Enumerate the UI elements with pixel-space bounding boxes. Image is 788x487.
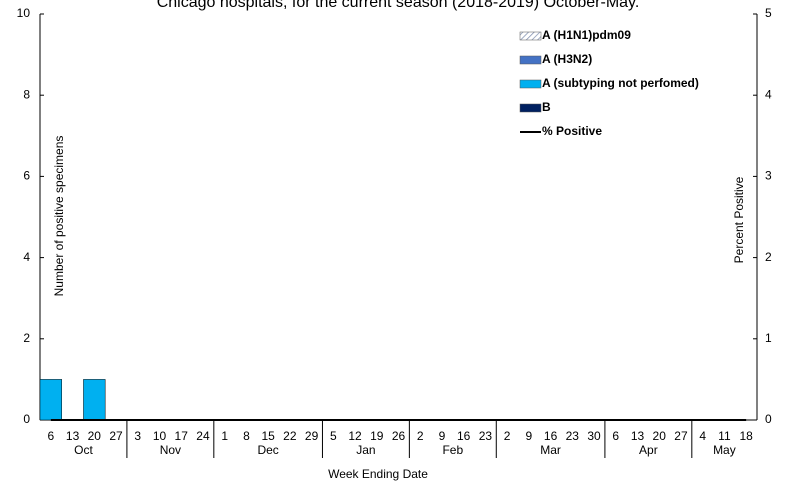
- month-label: Dec: [257, 443, 278, 457]
- x-tick-label: 1: [221, 429, 228, 443]
- x-tick-label: 20: [653, 429, 667, 443]
- x-tick-label: 19: [370, 429, 384, 443]
- legend-swatch: [519, 31, 542, 41]
- x-tick-label: 23: [479, 429, 493, 443]
- x-tick-label: 16: [544, 429, 558, 443]
- x-tick-label: 6: [612, 429, 619, 443]
- x-tick-label: 2: [504, 429, 511, 443]
- legend-label: A (H3N2): [542, 52, 592, 66]
- y2-tick-label: 1: [765, 331, 772, 345]
- x-tick-label: 22: [283, 429, 297, 443]
- x-tick-label: 17: [175, 429, 189, 443]
- month-label: Jan: [356, 443, 375, 457]
- y-tick-label: 0: [23, 412, 30, 426]
- legend-swatch: [519, 79, 542, 89]
- x-tick-label: 27: [109, 429, 123, 443]
- x-tick-label: 4: [699, 429, 706, 443]
- legend-label: A (H1N1)pdm09: [542, 28, 631, 42]
- x-tick-label: 13: [66, 429, 80, 443]
- x-tick-label: 8: [243, 429, 250, 443]
- x-tick-label: 15: [261, 429, 275, 443]
- x-tick-label: 2: [417, 429, 424, 443]
- x-tick-label: 10: [153, 429, 167, 443]
- x-tick-label: 11: [718, 429, 731, 443]
- x-tick-label: 30: [587, 429, 601, 443]
- y-tick-label: 6: [23, 169, 30, 183]
- x-tick-label: 6: [48, 429, 55, 443]
- x-tick-label: 27: [674, 429, 688, 443]
- chart-title: Chicago hospitals, for the current seaso…: [157, 0, 640, 11]
- month-label: Apr: [639, 443, 658, 457]
- y2-tick-label: 5: [765, 6, 772, 20]
- y-tick-label: 2: [23, 331, 30, 345]
- x-tick-label: 29: [305, 429, 319, 443]
- legend-label: A (subtyping not perfomed): [542, 76, 699, 90]
- x-tick-label: 16: [457, 429, 471, 443]
- month-label: Feb: [442, 443, 463, 457]
- legend-label: % Positive: [542, 124, 602, 138]
- legend-label: B: [542, 100, 551, 114]
- x-tick-label: 9: [439, 429, 446, 443]
- x-tick-label: 23: [566, 429, 580, 443]
- bar: [83, 379, 106, 421]
- y2-tick-label: 0: [765, 412, 772, 426]
- y-tick-label: 10: [17, 6, 31, 20]
- x-tick-label: 24: [196, 429, 210, 443]
- month-label: May: [713, 443, 736, 457]
- x-tick-label: 3: [134, 429, 141, 443]
- month-label: Nov: [160, 443, 181, 457]
- y-tick-label: 4: [23, 250, 30, 264]
- y2-tick-label: 3: [765, 169, 772, 183]
- y-axis-label: Number of positive specimens: [52, 136, 66, 297]
- y2-tick-label: 4: [765, 87, 772, 101]
- x-axis-label: Week Ending Date: [328, 467, 428, 481]
- x-tick-label: 12: [348, 429, 362, 443]
- legend-swatch: [519, 103, 542, 113]
- x-tick-label: 18: [739, 429, 753, 443]
- month-label: Oct: [74, 443, 93, 457]
- x-tick-label: 26: [392, 429, 406, 443]
- x-tick-label: 5: [330, 429, 337, 443]
- legend-swatch: [519, 55, 542, 65]
- x-tick-label: 13: [631, 429, 645, 443]
- y-tick-label: 8: [23, 87, 30, 101]
- y2-tick-label: 2: [765, 250, 772, 264]
- y2-axis-label: Percent Positive: [732, 176, 746, 263]
- x-tick-label: 20: [88, 429, 102, 443]
- bar: [39, 379, 62, 421]
- month-label: Mar: [540, 443, 561, 457]
- x-tick-label: 9: [526, 429, 533, 443]
